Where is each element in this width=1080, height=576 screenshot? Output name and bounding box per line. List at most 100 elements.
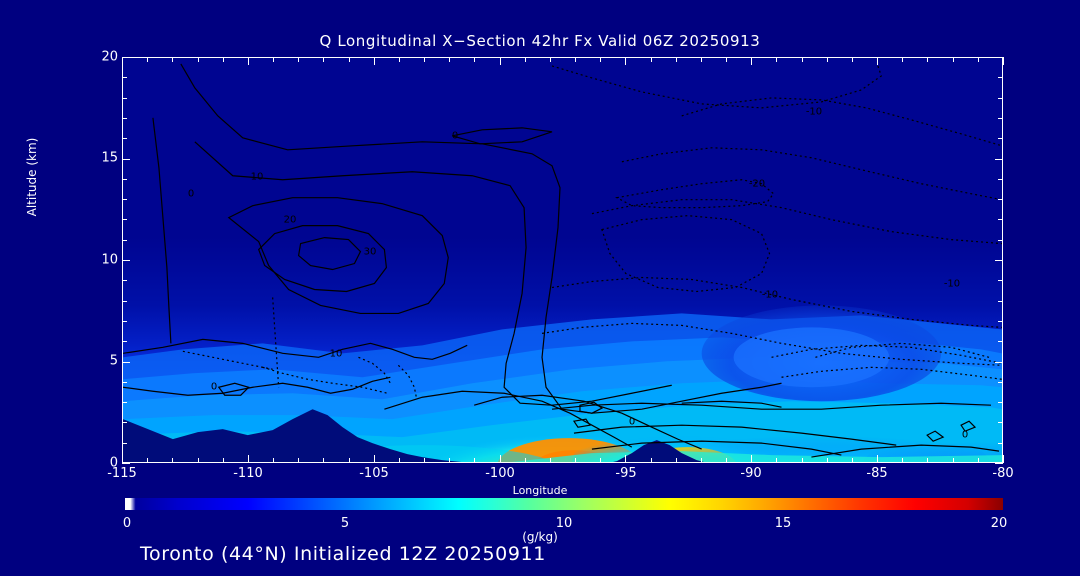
- x-tickmark-top--97: [575, 57, 577, 62]
- y-tickmark-8: [122, 300, 127, 302]
- contour-label: 10: [329, 348, 343, 360]
- x-tickmark--106: [348, 458, 350, 463]
- y-tickmark-1: [122, 442, 127, 444]
- x-tickmark--93: [675, 458, 677, 463]
- x-tickmark--105: [373, 455, 375, 463]
- x-axis-label: Longitude: [512, 484, 568, 497]
- y-tickmark-16: [122, 138, 127, 140]
- y-tickmark-right-6: [998, 341, 1003, 343]
- x-tickmark-top--108: [298, 57, 300, 62]
- x-tickmark-top--106: [348, 57, 350, 62]
- x-tickmark--88: [801, 458, 803, 463]
- x-tickmark-top--101: [474, 57, 476, 62]
- contour-label: 10: [250, 171, 264, 183]
- x-tickmark-top--94: [650, 57, 652, 62]
- x-tickmark-top--90: [751, 57, 753, 65]
- x-tickmark-top--105: [373, 57, 375, 65]
- y-tickmark-20: [122, 57, 130, 58]
- y-tickmark-right-13: [998, 199, 1003, 201]
- x-tickmark-top--85: [877, 57, 879, 65]
- x-tickmark--84: [902, 458, 904, 463]
- x-tickmark--91: [726, 458, 728, 463]
- y-tickmark-18: [122, 97, 127, 99]
- x-tickmark-top--100: [499, 57, 501, 65]
- contour-label: 30: [363, 246, 377, 258]
- y-tickmark-2: [122, 422, 127, 424]
- x-tickmark-top--115: [122, 57, 123, 65]
- colorbar-tick-15: 15: [774, 516, 792, 531]
- x-tick-m90: -90: [740, 466, 762, 481]
- x-tickmark--112: [197, 458, 199, 463]
- x-tickmark--111: [222, 458, 224, 463]
- y-tickmark-3: [122, 402, 127, 404]
- x-tickmark-top--91: [726, 57, 728, 62]
- x-tick-m110: -110: [233, 466, 263, 481]
- x-tickmark-top--87: [826, 57, 828, 62]
- colorbar-tick-0: 0: [122, 516, 132, 531]
- x-tickmark-top--82: [952, 57, 954, 62]
- y-tickmark-right-14: [998, 178, 1003, 180]
- x-tickmark-top--95: [625, 57, 627, 65]
- y-tickmark-right-11: [998, 239, 1003, 241]
- x-tickmark-top--92: [700, 57, 702, 62]
- colorbar-units-label: (g/kg): [522, 530, 558, 544]
- x-tickmark-top--104: [398, 57, 400, 62]
- x-tickmark--85: [877, 455, 879, 463]
- y-tickmark-right-7: [998, 320, 1003, 322]
- x-tickmark--109: [273, 458, 275, 463]
- y-tickmark-17: [122, 117, 127, 119]
- y-tickmark-right-2: [998, 422, 1003, 424]
- contour-label: 0: [187, 188, 195, 200]
- cross-section-plot: 0 0 10 20 30 10 0 -10 -20 -10 -10 0 0: [122, 57, 1003, 463]
- x-tickmark-top--110: [247, 57, 249, 65]
- contour-label: 0: [451, 130, 459, 142]
- x-tickmark--80: [1003, 455, 1004, 463]
- y-tickmark-14: [122, 178, 127, 180]
- y-tickmark-0: [122, 463, 130, 464]
- dotted-contours: [182, 63, 1002, 398]
- contour-label: 20: [283, 214, 297, 226]
- y-tickmark-9: [122, 280, 127, 282]
- y-tick-15: 15: [101, 150, 118, 166]
- x-tickmark--115: [122, 455, 123, 463]
- contour-label: -10: [761, 289, 779, 301]
- x-tick-m100: -100: [485, 466, 515, 481]
- x-tick-m95: -95: [615, 466, 637, 481]
- y-tickmark-right-9: [998, 280, 1003, 282]
- x-tick-m105: -105: [359, 466, 389, 481]
- y-tick-5: 5: [109, 353, 118, 369]
- y-tickmark-right-15: [995, 158, 1003, 160]
- x-tickmark--83: [927, 458, 929, 463]
- x-tickmark-top--80: [1003, 57, 1004, 65]
- y-tick-20: 20: [101, 49, 118, 65]
- y-tick-0: 0: [109, 455, 118, 471]
- x-tickmark--101: [474, 458, 476, 463]
- contour-label: 0: [210, 381, 218, 393]
- x-tickmark--110: [247, 455, 249, 463]
- x-tickmark--100: [499, 455, 501, 463]
- chart-caption: Toronto (44°N) Initialized 12Z 20250911: [140, 543, 546, 565]
- x-tickmark-top--102: [449, 57, 451, 62]
- x-tickmark--86: [851, 458, 853, 463]
- y-tickmark-4: [122, 381, 127, 383]
- contour-label: -20: [748, 178, 766, 190]
- y-tickmark-12: [122, 219, 127, 221]
- x-tick-m85: -85: [866, 466, 888, 481]
- y-tickmark-right-16: [998, 138, 1003, 140]
- x-tickmark--87: [826, 458, 828, 463]
- colorbar-tick-5: 5: [340, 516, 350, 531]
- colorbar: [125, 498, 1003, 510]
- x-tickmark--107: [323, 458, 325, 463]
- y-tickmark-5: [122, 361, 130, 363]
- contour-label: -10: [805, 106, 823, 118]
- x-tickmark-top--113: [172, 57, 174, 62]
- x-tickmark-top--96: [600, 57, 602, 62]
- colorbar-gradient: [125, 498, 1003, 510]
- x-tick-m115: -115: [107, 466, 137, 481]
- x-tickmark--89: [776, 458, 778, 463]
- y-tickmark-7: [122, 320, 127, 322]
- x-tickmark--98: [549, 458, 551, 463]
- filled-contours: [123, 58, 1002, 462]
- x-tickmark--103: [424, 458, 426, 463]
- colorbar-tick-20: 20: [990, 516, 1008, 531]
